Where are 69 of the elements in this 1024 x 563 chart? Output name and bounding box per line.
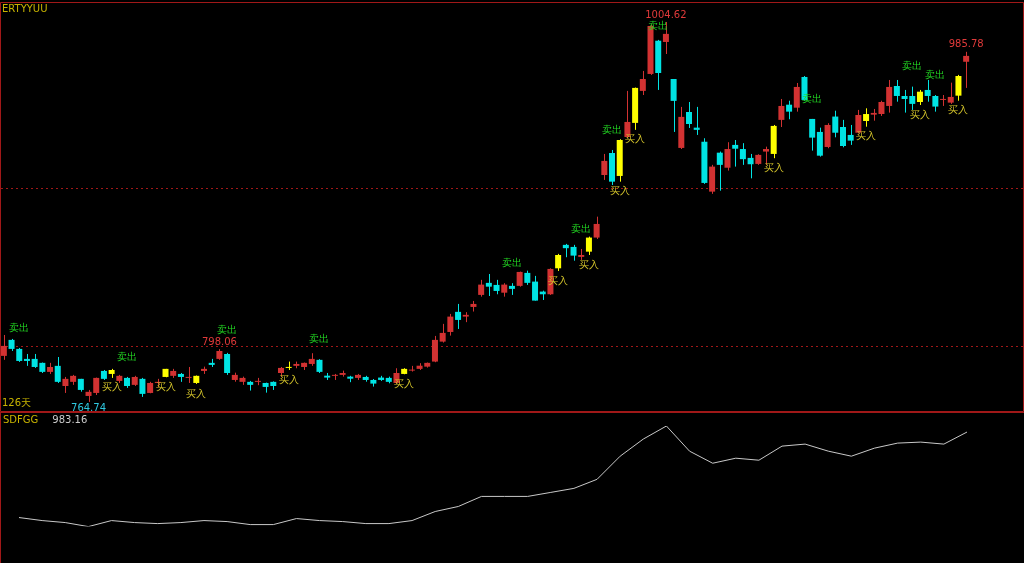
- chart-title: SDFGG: [3, 413, 39, 425]
- candlestick: [963, 51, 970, 89]
- candlestick: [955, 74, 962, 102]
- text: 买入: [625, 133, 646, 145]
- candlestick: [732, 139, 739, 168]
- candlestick: [716, 151, 723, 192]
- text: 1004.62: [645, 8, 687, 20]
- candlestick: [816, 127, 823, 158]
- text: 买入: [394, 377, 415, 389]
- text: 卖出: [925, 68, 946, 80]
- candlestick: [139, 377, 146, 398]
- text: 卖出: [602, 123, 623, 135]
- text: 卖出: [902, 60, 923, 72]
- text: 买入: [909, 108, 930, 120]
- text: 买入: [278, 373, 299, 385]
- candlestick: [224, 352, 231, 376]
- text: 卖出: [217, 323, 238, 335]
- candlestick: [532, 275, 539, 302]
- candlestick: [747, 153, 754, 179]
- candlestick: [793, 82, 800, 113]
- chart-title: ERTYYUU: [2, 2, 48, 14]
- text: 卖出: [117, 350, 138, 362]
- text: 卖出: [309, 332, 330, 344]
- candlestick: [585, 236, 592, 256]
- candlestick: [847, 124, 854, 146]
- candlestick: [940, 94, 947, 107]
- text: 买入: [763, 161, 784, 173]
- candlestick: [886, 79, 893, 114]
- text: 买入: [948, 104, 969, 116]
- candlestick: [593, 216, 600, 240]
- candlestick: [185, 366, 192, 384]
- chart-subtitle: 983.16: [52, 413, 88, 425]
- candlestick: [54, 356, 61, 384]
- text: 卖出: [571, 222, 592, 234]
- candlestick: [693, 106, 700, 136]
- text: 买入: [155, 380, 176, 392]
- text: 买入: [856, 130, 877, 142]
- candlestick: [824, 122, 831, 149]
- candlestick: [947, 82, 954, 105]
- text: 798.06: [201, 335, 237, 347]
- candlestick: [839, 119, 846, 148]
- text: 买入: [101, 381, 122, 393]
- text: 买入: [186, 387, 207, 399]
- candlestick: [455, 303, 462, 330]
- candlestick: [809, 118, 816, 152]
- candlestick: [724, 141, 731, 172]
- text: 买入: [609, 185, 630, 197]
- candlestick: [786, 100, 793, 120]
- text: 卖出: [501, 256, 522, 268]
- candlestick: [739, 142, 746, 166]
- candlestick: [893, 79, 900, 103]
- candlestick: [863, 107, 870, 128]
- candlestick: [431, 335, 438, 363]
- candlestick: [601, 153, 608, 181]
- candlestick: [924, 79, 931, 103]
- text: 764.74: [71, 401, 107, 413]
- text: 买入: [578, 258, 599, 270]
- annotation: 126天: [2, 396, 32, 408]
- candlestick: [439, 323, 446, 344]
- candlestick: [639, 70, 646, 96]
- candlestick: [832, 110, 839, 138]
- text: 卖出: [9, 321, 30, 333]
- candlestick: [670, 78, 677, 133]
- candlestick: [0, 334, 7, 361]
- text: 985.78: [948, 38, 984, 50]
- candlestick: [778, 98, 785, 128]
- candlestick: [447, 313, 454, 337]
- candlestick: [485, 273, 492, 297]
- candlestick: [686, 101, 693, 129]
